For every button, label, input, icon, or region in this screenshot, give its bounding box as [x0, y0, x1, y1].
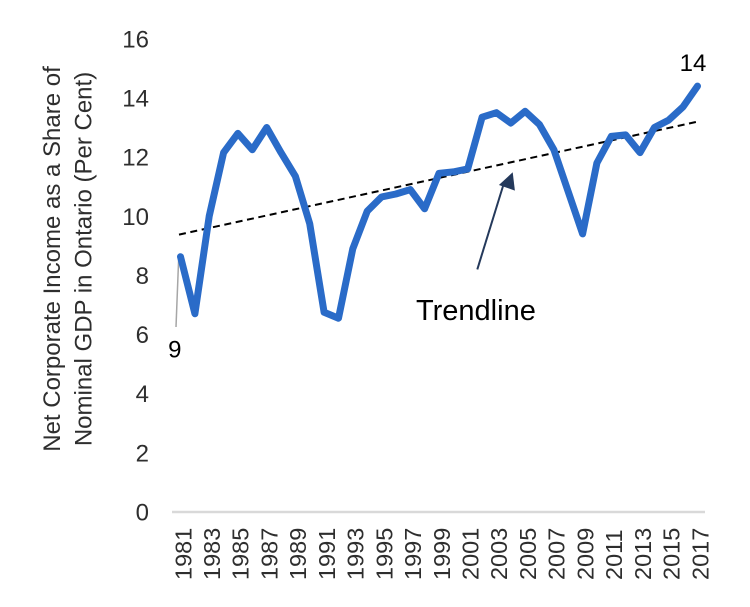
svg-text:1981: 1981	[170, 528, 196, 580]
svg-text:16: 16	[122, 26, 149, 53]
svg-text:1985: 1985	[228, 528, 254, 580]
svg-text:2003: 2003	[486, 528, 512, 580]
svg-text:1997: 1997	[400, 528, 426, 580]
svg-text:2011: 2011	[601, 529, 627, 580]
svg-text:12: 12	[122, 145, 149, 172]
svg-text:9: 9	[168, 336, 181, 363]
svg-text:Nominal GDP in Ontario (Per Ce: Nominal GDP in Ontario (Per Cent)	[71, 72, 98, 446]
svg-text:1989: 1989	[285, 528, 311, 580]
svg-text:14: 14	[122, 86, 149, 113]
svg-text:8: 8	[136, 263, 149, 290]
svg-text:2: 2	[136, 440, 149, 467]
svg-text:2005: 2005	[515, 528, 541, 580]
svg-text:4: 4	[136, 381, 149, 408]
svg-text:1983: 1983	[199, 528, 225, 580]
svg-text:Trendline: Trendline	[416, 295, 536, 327]
svg-text:14: 14	[680, 50, 707, 77]
svg-text:6: 6	[136, 322, 149, 349]
svg-text:2017: 2017	[687, 528, 713, 580]
svg-text:1993: 1993	[343, 528, 369, 580]
svg-text:2007: 2007	[544, 528, 570, 580]
svg-text:0: 0	[136, 499, 149, 526]
svg-text:10: 10	[122, 204, 149, 231]
svg-text:2013: 2013	[630, 528, 656, 580]
svg-text:1999: 1999	[429, 528, 455, 580]
svg-text:Net Corporate Income as a Shar: Net Corporate Income as a Share of	[39, 66, 66, 452]
svg-text:2001: 2001	[458, 528, 484, 580]
svg-text:2009: 2009	[572, 528, 598, 580]
svg-text:1991: 1991	[314, 528, 340, 580]
svg-text:1987: 1987	[257, 528, 283, 580]
svg-text:2015: 2015	[659, 528, 685, 580]
svg-text:1995: 1995	[371, 528, 397, 580]
